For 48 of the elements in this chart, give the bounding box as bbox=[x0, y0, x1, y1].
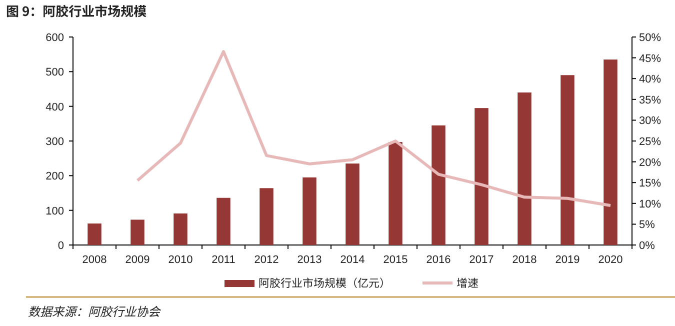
legend-label: 增速 bbox=[456, 275, 478, 291]
bar bbox=[260, 188, 274, 245]
y2-tick-label: 5% bbox=[639, 219, 656, 232]
x-tick-label: 2013 bbox=[297, 254, 322, 266]
y2-tick-label: 15% bbox=[639, 178, 662, 190]
x-tick-label: 2017 bbox=[469, 254, 494, 266]
y-tick-label: 200 bbox=[46, 170, 64, 183]
x-tick-label: 2018 bbox=[512, 254, 537, 266]
bar bbox=[518, 92, 532, 245]
bar bbox=[130, 220, 144, 245]
y2-tick-label: 10% bbox=[639, 198, 662, 210]
bar bbox=[474, 108, 488, 245]
bar bbox=[346, 164, 360, 245]
y-tick-label: 0 bbox=[58, 240, 64, 252]
x-tick-label: 2011 bbox=[212, 254, 236, 266]
bar bbox=[432, 125, 446, 245]
bar bbox=[604, 60, 618, 245]
y2-tick-label: 50% bbox=[639, 32, 662, 44]
bar bbox=[560, 75, 574, 245]
x-tick-label: 2016 bbox=[426, 254, 451, 266]
y2-tick-label: 20% bbox=[639, 156, 662, 169]
y-tick-label: 400 bbox=[46, 101, 64, 114]
y-tick-label: 300 bbox=[46, 136, 64, 148]
x-tick-label: 2012 bbox=[254, 254, 279, 266]
x-tick-label: 2015 bbox=[383, 254, 408, 266]
source-note: 数据来源：阿胶行业协会 bbox=[28, 303, 162, 320]
x-tick-label: 2020 bbox=[598, 254, 623, 266]
x-tick-label: 2008 bbox=[82, 254, 107, 266]
bar bbox=[88, 224, 102, 245]
x-tick-label: 2019 bbox=[555, 254, 580, 266]
bar bbox=[216, 198, 230, 245]
bar bbox=[302, 177, 316, 245]
y2-tick-label: 0% bbox=[639, 240, 656, 252]
x-tick-label: 2014 bbox=[340, 254, 365, 266]
y-tick-label: 100 bbox=[46, 205, 64, 218]
bar bbox=[388, 142, 402, 245]
x-tick-label: 2009 bbox=[125, 254, 150, 266]
y2-tick-label: 35% bbox=[639, 94, 662, 106]
chart-title: 图 9：阿胶行业市场规模 bbox=[6, 1, 147, 20]
y2-tick-label: 30% bbox=[639, 115, 662, 128]
y-tick-label: 600 bbox=[46, 32, 64, 44]
y2-tick-label: 45% bbox=[639, 52, 662, 65]
bar bbox=[174, 213, 188, 245]
y2-tick-label: 25% bbox=[639, 136, 662, 148]
y2-tick-label: 40% bbox=[639, 74, 662, 86]
legend-label: 阿胶行业市场规模（亿元） bbox=[258, 275, 390, 291]
x-tick-label: 2010 bbox=[168, 254, 193, 266]
y-tick-label: 500 bbox=[46, 66, 64, 79]
